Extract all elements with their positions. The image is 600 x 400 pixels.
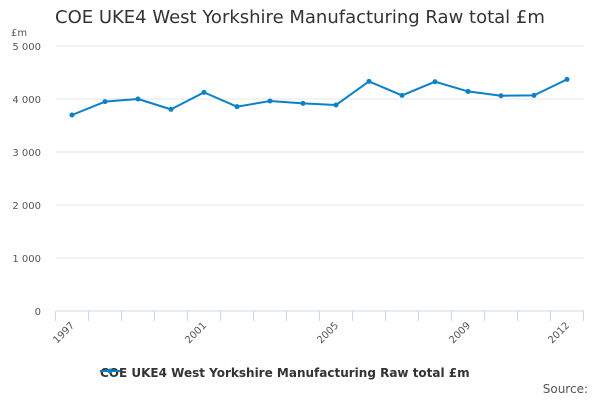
source-label: Source: bbox=[542, 382, 588, 396]
legend[interactable]: COE UKE4 West Yorkshire Manufacturing Ra… bbox=[100, 366, 470, 380]
data-point bbox=[366, 78, 372, 84]
y-tick-label: 4 000 bbox=[12, 95, 41, 106]
data-point bbox=[234, 104, 240, 110]
data-point bbox=[168, 106, 174, 112]
y-tick-label: 2 000 bbox=[12, 201, 41, 212]
y-tick-label: 0 bbox=[35, 307, 41, 318]
data-point bbox=[333, 102, 339, 108]
legend-line-icon bbox=[100, 368, 120, 374]
x-tick-label: 2001 bbox=[183, 320, 209, 346]
y-tick-label: 1 000 bbox=[12, 254, 41, 265]
y-axis-label: £m bbox=[11, 28, 27, 39]
data-point bbox=[267, 98, 273, 104]
data-point bbox=[498, 93, 504, 99]
series-line bbox=[71, 78, 568, 116]
y-tick-label: 5 000 bbox=[12, 42, 41, 53]
data-point bbox=[399, 92, 405, 98]
x-tick-label: 2012 bbox=[546, 320, 572, 346]
data-point bbox=[531, 92, 537, 98]
data-point bbox=[300, 100, 306, 106]
x-tick-label: 1997 bbox=[51, 320, 77, 346]
legend-label: COE UKE4 West Yorkshire Manufacturing Ra… bbox=[100, 366, 470, 380]
data-point bbox=[135, 96, 141, 102]
x-tick-label: 2005 bbox=[315, 320, 341, 346]
data-point bbox=[69, 112, 75, 118]
y-tick-label: 3 000 bbox=[12, 148, 41, 159]
data-point bbox=[102, 99, 108, 105]
chart-title: COE UKE4 West Yorkshire Manufacturing Ra… bbox=[55, 7, 545, 28]
data-point bbox=[201, 89, 207, 95]
data-point bbox=[564, 76, 570, 82]
data-point bbox=[465, 88, 471, 94]
data-point bbox=[432, 79, 438, 85]
x-tick-label: 2009 bbox=[447, 320, 473, 346]
